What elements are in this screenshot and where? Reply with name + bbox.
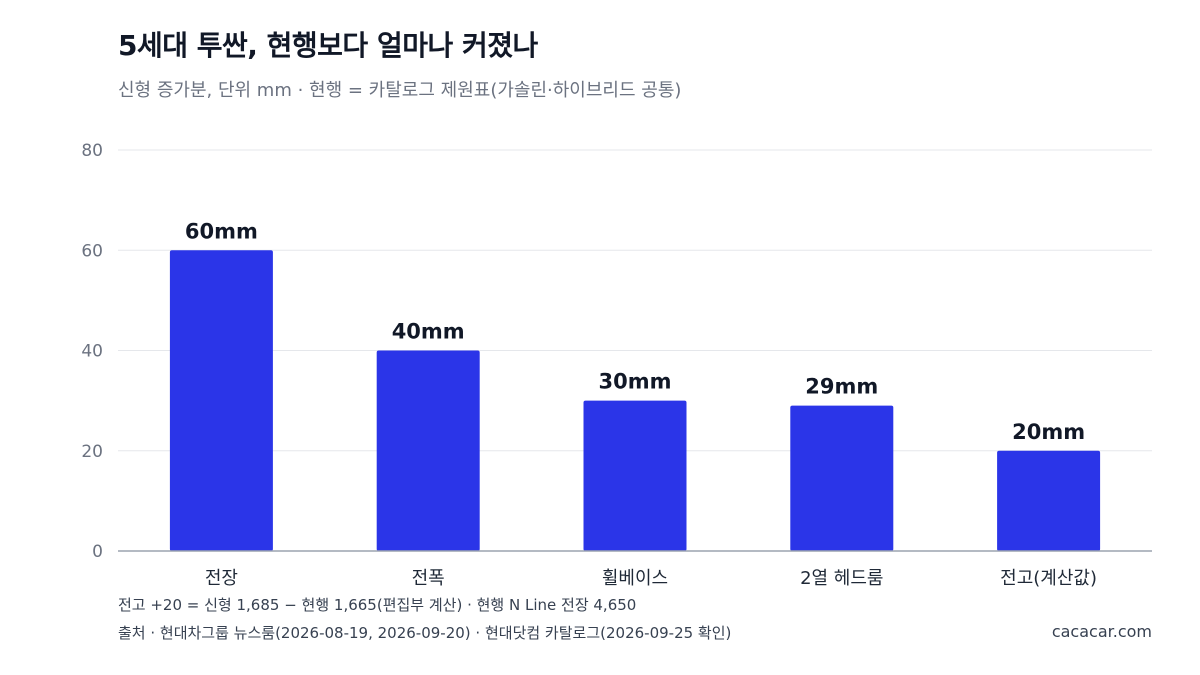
brand-label: cacacar.com xyxy=(1051,622,1152,641)
y-tick-label: 0 xyxy=(92,542,103,562)
bar xyxy=(997,450,1101,551)
bar xyxy=(583,400,687,551)
x-tick-label: 전고(계산값) xyxy=(1000,568,1097,589)
bar-value-label: 30mm xyxy=(599,370,672,394)
bar xyxy=(790,405,894,551)
x-tick-label: 전장 xyxy=(205,568,238,589)
x-tick-label: 2열 헤드룸 xyxy=(800,568,883,589)
bar-value-label: 60mm xyxy=(185,219,258,243)
x-tick-label: 전폭 xyxy=(412,568,445,589)
bar-value-label: 20mm xyxy=(1012,420,1085,444)
chart-subtitle: 신형 증가분, 단위 mm · 현행 = 카탈로그 제원표(가솔린·하이브리드 … xyxy=(118,80,682,101)
y-tick-label: 60 xyxy=(81,241,103,261)
source-note: 출처 · 현대차그룹 뉴스룸(2026-08-19, 2026-09-20) ·… xyxy=(118,624,732,642)
y-tick-label: 80 xyxy=(81,141,103,161)
y-tick-label: 20 xyxy=(81,442,103,462)
chart-title: 5세대 투싼, 현행보다 얼마나 커졌나 xyxy=(118,29,538,62)
bar-value-label: 29mm xyxy=(805,375,878,399)
bar-value-label: 40mm xyxy=(392,320,465,344)
calculation-note: 전고 +20 = 신형 1,685 − 현행 1,665(편집부 계산) · 현… xyxy=(118,596,637,614)
bar xyxy=(376,350,480,551)
bar xyxy=(169,250,273,551)
y-tick-label: 40 xyxy=(81,342,103,362)
x-tick-label: 휠베이스 xyxy=(602,568,668,589)
